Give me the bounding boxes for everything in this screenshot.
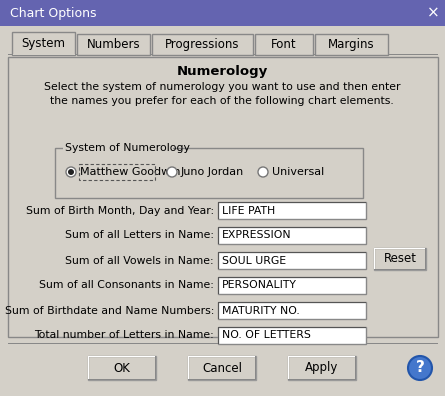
Bar <box>288 356 289 380</box>
Bar <box>218 277 366 294</box>
Text: Progressions: Progressions <box>165 38 240 51</box>
Text: System of Numerology: System of Numerology <box>65 143 190 153</box>
Bar <box>218 252 366 253</box>
Bar <box>218 202 219 219</box>
Bar <box>13 54 75 55</box>
Text: Matthew Goodwin: Matthew Goodwin <box>80 167 181 177</box>
Bar <box>218 277 219 294</box>
Text: Apply: Apply <box>305 362 339 375</box>
Text: Margins: Margins <box>328 38 375 51</box>
Text: Universal: Universal <box>272 167 324 177</box>
Bar <box>88 379 156 380</box>
Circle shape <box>167 167 177 177</box>
Bar <box>374 248 375 270</box>
Bar <box>288 379 356 380</box>
Bar <box>155 356 156 380</box>
Bar <box>218 277 366 278</box>
Bar <box>188 356 189 380</box>
Bar <box>374 269 426 270</box>
Text: EXPRESSION: EXPRESSION <box>222 230 291 240</box>
Text: ×: × <box>427 6 439 21</box>
Bar <box>374 248 426 249</box>
Text: Numbers: Numbers <box>87 38 140 51</box>
Bar <box>218 302 219 319</box>
Text: Numerology: Numerology <box>176 65 267 78</box>
Text: PERSONALITY: PERSONALITY <box>222 280 297 291</box>
Text: Font: Font <box>271 38 297 51</box>
Text: Juno Jordan: Juno Jordan <box>181 167 244 177</box>
Bar <box>8 343 438 344</box>
Text: Sum of all Vowels in Name:: Sum of all Vowels in Name: <box>65 255 214 265</box>
Bar <box>88 356 89 380</box>
Text: Sum of Birthdate and Name Numbers:: Sum of Birthdate and Name Numbers: <box>4 305 214 316</box>
Bar <box>55 148 363 198</box>
Bar <box>79 164 155 180</box>
Bar <box>218 202 366 203</box>
Text: Total number of Letters in Name:: Total number of Letters in Name: <box>34 331 214 341</box>
Text: Cancel: Cancel <box>202 362 242 375</box>
Text: System: System <box>21 36 65 50</box>
Bar <box>218 302 366 319</box>
Text: Select the system of numerology you want to use and then enter: Select the system of numerology you want… <box>44 82 400 92</box>
Bar <box>355 356 356 380</box>
Bar <box>288 356 356 357</box>
Bar <box>218 327 366 344</box>
Bar <box>255 34 313 55</box>
Bar <box>88 356 156 357</box>
Text: MATURITY NO.: MATURITY NO. <box>222 305 300 316</box>
Text: Sum of all Consonants in Name:: Sum of all Consonants in Name: <box>39 280 214 291</box>
Bar <box>218 327 366 328</box>
Text: Sum of Birth Month, Day and Year:: Sum of Birth Month, Day and Year: <box>26 206 214 215</box>
Bar <box>218 327 219 344</box>
Text: Chart Options: Chart Options <box>10 6 97 19</box>
Text: LIFE PATH: LIFE PATH <box>222 206 275 215</box>
Bar <box>0 0 445 26</box>
Bar <box>188 379 256 380</box>
Bar <box>425 248 426 270</box>
Bar <box>255 356 256 380</box>
Bar <box>218 202 366 219</box>
Circle shape <box>66 167 76 177</box>
Text: SOUL URGE: SOUL URGE <box>222 255 286 265</box>
Bar <box>63 147 173 150</box>
Circle shape <box>408 356 432 380</box>
Bar <box>12 32 75 55</box>
Bar <box>8 57 438 337</box>
Bar <box>8 54 438 55</box>
Text: the names you prefer for each of the following chart elements.: the names you prefer for each of the fol… <box>50 96 394 106</box>
Bar <box>288 356 356 380</box>
Circle shape <box>258 167 268 177</box>
Bar <box>218 252 366 269</box>
Circle shape <box>68 169 74 175</box>
Bar <box>188 356 256 380</box>
Bar <box>77 34 150 55</box>
Bar <box>315 34 388 55</box>
Bar <box>374 248 426 270</box>
Text: NO. OF LETTERS: NO. OF LETTERS <box>222 331 311 341</box>
Text: OK: OK <box>113 362 130 375</box>
Bar <box>218 227 366 228</box>
Text: Reset: Reset <box>384 253 417 265</box>
Text: ?: ? <box>416 360 425 375</box>
Bar <box>218 252 219 269</box>
Bar <box>218 302 366 303</box>
Bar <box>218 227 366 244</box>
Bar <box>152 34 253 55</box>
Bar <box>88 356 156 380</box>
Text: Sum of all Letters in Name:: Sum of all Letters in Name: <box>65 230 214 240</box>
Bar <box>188 356 256 357</box>
Bar <box>218 227 219 244</box>
